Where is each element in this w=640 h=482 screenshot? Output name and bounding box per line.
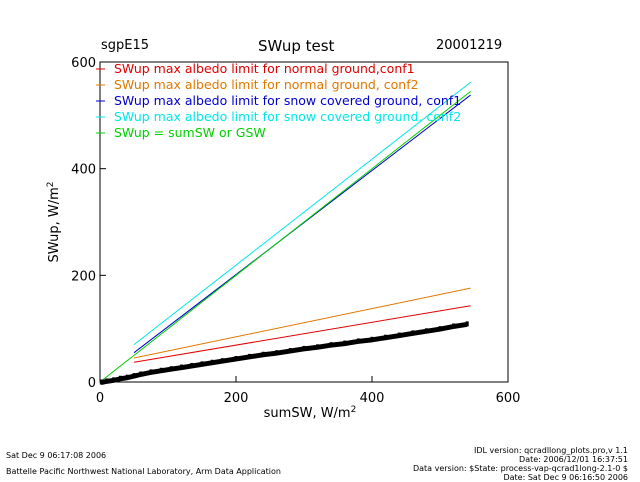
legend: SWup max albedo limit for normal ground,… (96, 61, 461, 140)
series-line-conf2_normal (133, 287, 471, 359)
axis-layer: 0 200 400 600 0 200 400 600 (71, 56, 520, 406)
series-line-equal (99, 90, 471, 383)
version-date: Date: 2006/12/01 16:37:51 (519, 455, 628, 464)
y-axis-label-superscript: 2 (46, 181, 56, 187)
date-label: 20001219 (436, 38, 503, 53)
y-tick-label: 600 (71, 56, 96, 71)
run-time: Sat Dec 9 06:17:08 2006 (6, 451, 107, 460)
legend-label: SWup = sumSW or GSW (114, 125, 266, 140)
x-tick-label: 400 (360, 391, 385, 406)
data-point-band (101, 321, 468, 385)
y-tick-label: 400 (71, 163, 96, 178)
institution: Battelle Pacific Northwest National Labo… (6, 467, 281, 476)
idl-version: IDL version: qcradllong_plots.pro,v 1.1 (474, 446, 628, 455)
legend-label: SWup max albedo limit for normal ground,… (114, 61, 415, 76)
x-axis-label-superscript: 2 (351, 405, 357, 415)
data-version: Data version: $State: process-vap-qcrad1… (412, 464, 628, 473)
legend-label: SWup max albedo limit for normal ground,… (114, 77, 419, 92)
plot-frame (99, 61, 509, 383)
x-tick-label: 0 (96, 391, 104, 406)
x-axis-label-text: sumSW, W/m (264, 406, 351, 421)
legend-label: SWup max albedo limit for snow covered g… (114, 93, 461, 108)
data-date: Date: Sat Dec 9 06:16:50 2006 (503, 473, 628, 482)
y-tick-label: 0 (88, 376, 96, 391)
y-tick-label: 200 (71, 269, 96, 284)
x-tick-label: 200 (224, 391, 249, 406)
data-points (99, 321, 469, 385)
series-line-conf2_snow (133, 81, 471, 346)
y-axis-label: SWup, W/m2 (46, 181, 62, 262)
x-tick-label: 600 (496, 391, 521, 406)
legend-label: SWup max albedo limit for snow covered g… (114, 109, 461, 124)
x-axis-label: sumSW, W/m2 (264, 405, 357, 421)
y-axis-label-text: SWup, W/m (47, 187, 62, 262)
chart-title: SWup test (258, 37, 335, 55)
series-layer (99, 81, 471, 385)
series-line-conf1_normal (133, 305, 471, 363)
site-label: sgpE15 (101, 38, 150, 53)
